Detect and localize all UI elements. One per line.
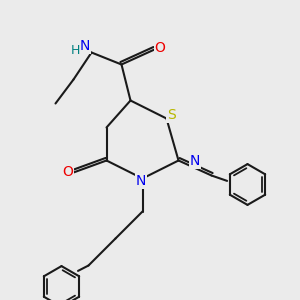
Text: H: H [71,44,81,57]
Text: O: O [154,41,165,55]
Text: S: S [167,108,176,122]
Text: N: N [190,154,200,168]
Text: N: N [136,174,146,188]
Text: O: O [63,166,74,179]
Text: N: N [80,39,90,53]
